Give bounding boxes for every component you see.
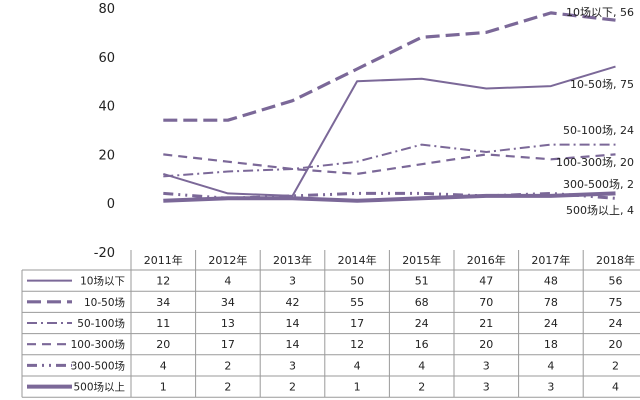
y-tick-label: -20 bbox=[94, 246, 115, 261]
table-value-cell: 20 bbox=[609, 338, 623, 351]
table-value-cell: 78 bbox=[544, 296, 558, 309]
series-line-6 bbox=[163, 191, 616, 203]
x-category-label: 2013年 bbox=[273, 253, 312, 267]
table-value-cell: 34 bbox=[156, 296, 170, 309]
table-value-cell: 47 bbox=[479, 275, 493, 288]
series-line-5 bbox=[163, 191, 616, 200]
legend-series-name: 10场以下 bbox=[80, 275, 125, 288]
table-value-cell: 16 bbox=[415, 338, 429, 351]
table-value-cell: 14 bbox=[286, 338, 300, 351]
table-value-cell: 24 bbox=[609, 317, 623, 330]
x-category-label: 2015年 bbox=[402, 253, 441, 267]
table-value-cell: 1 bbox=[160, 381, 167, 394]
table-value-cell: 24 bbox=[415, 317, 429, 330]
series-end-label: 10场以下, 56 bbox=[566, 5, 634, 19]
table-value-cell: 3 bbox=[547, 381, 554, 394]
y-tick-label: 60 bbox=[98, 51, 115, 66]
table-value-cell: 50 bbox=[350, 275, 364, 288]
x-category-label: 2016年 bbox=[467, 253, 506, 267]
table-value-cell: 48 bbox=[544, 275, 558, 288]
series-end-label: 10-50场, 75 bbox=[570, 77, 634, 91]
table-value-cell: 13 bbox=[221, 317, 235, 330]
series-end-label: 500场以上, 4 bbox=[566, 203, 634, 217]
table-value-cell: 17 bbox=[350, 317, 364, 330]
table-value-cell: 12 bbox=[350, 338, 364, 351]
table-value-cell: 70 bbox=[479, 296, 493, 309]
legend-series-name: 300-500场 bbox=[71, 359, 125, 372]
table-value-cell: 55 bbox=[350, 296, 364, 309]
series-end-label: 300-500场, 2 bbox=[563, 177, 634, 191]
y-axis: -20 0 20 40 60 80 bbox=[94, 2, 115, 261]
table-value-cell: 34 bbox=[221, 296, 235, 309]
data-table: 2011年 2012年 2013年 2014年 2015年 2016年 2017年 2018年… bbox=[21, 250, 640, 398]
table-value-cell: 2 bbox=[612, 359, 619, 372]
x-category-label: 2017年 bbox=[531, 253, 570, 267]
table-value-cell: 1 bbox=[354, 381, 361, 394]
table-value-cell: 4 bbox=[160, 359, 167, 372]
series-end-label: 100-300场, 20 bbox=[556, 155, 634, 169]
table-value-cell: 4 bbox=[418, 359, 425, 372]
table-value-cell: 24 bbox=[544, 317, 558, 330]
legend-series-name: 50-100场 bbox=[77, 317, 125, 330]
table-value-cell: 3 bbox=[289, 275, 296, 288]
table-value-cell: 2 bbox=[418, 381, 425, 394]
y-tick-label: 40 bbox=[98, 100, 115, 115]
table-value-cell: 21 bbox=[479, 317, 493, 330]
series-line-2 bbox=[163, 11, 616, 122]
table-value-cell: 18 bbox=[544, 338, 558, 351]
legend-series-name: 500场以上 bbox=[73, 381, 125, 394]
y-tick-label: 20 bbox=[98, 148, 115, 163]
table-value-cell: 11 bbox=[156, 317, 170, 330]
table-value-cell: 56 bbox=[609, 275, 623, 288]
table-value-cell: 20 bbox=[156, 338, 170, 351]
table-value-cell: 3 bbox=[483, 359, 490, 372]
y-tick-label: 80 bbox=[98, 2, 115, 17]
x-category-label: 2014年 bbox=[338, 253, 377, 267]
x-category-label: 2018年 bbox=[596, 253, 635, 267]
plot-area bbox=[163, 11, 616, 203]
table-value-cell: 4 bbox=[612, 381, 619, 394]
series-line-3 bbox=[163, 143, 616, 178]
table-value-cell: 51 bbox=[415, 275, 429, 288]
table-value-cell: 2 bbox=[289, 381, 296, 394]
series-line-4 bbox=[163, 153, 616, 175]
table-value-cell: 4 bbox=[354, 359, 361, 372]
table-value-cell: 3 bbox=[289, 359, 296, 372]
y-tick-label: 0 bbox=[107, 197, 115, 212]
x-category-label: 2011年 bbox=[144, 253, 183, 267]
series-end-label: 50-100场, 24 bbox=[563, 123, 634, 137]
legend-series-name: 100-300场 bbox=[71, 338, 125, 351]
table-value-cell: 42 bbox=[286, 296, 300, 309]
x-category-label: 2012年 bbox=[208, 253, 247, 267]
table-value-cell: 4 bbox=[224, 275, 231, 288]
table-value-cell: 4 bbox=[547, 359, 554, 372]
table-value-cell: 14 bbox=[286, 317, 300, 330]
legend-series-name: 10-50场 bbox=[84, 296, 125, 309]
table-value-cell: 68 bbox=[415, 296, 429, 309]
table-value-cell: 3 bbox=[483, 381, 490, 394]
table-value-cell: 75 bbox=[609, 296, 623, 309]
table-value-cell: 2 bbox=[224, 359, 231, 372]
table-value-cell: 12 bbox=[156, 275, 170, 288]
end-labels: 10场以下, 56 10-50场, 75 50-100场, 24 100-300场, … bbox=[556, 5, 634, 217]
table-value-cell: 2 bbox=[224, 381, 231, 394]
table-value-cell: 17 bbox=[221, 338, 235, 351]
series-line-1 bbox=[163, 65, 616, 197]
table-value-cell: 20 bbox=[479, 338, 493, 351]
